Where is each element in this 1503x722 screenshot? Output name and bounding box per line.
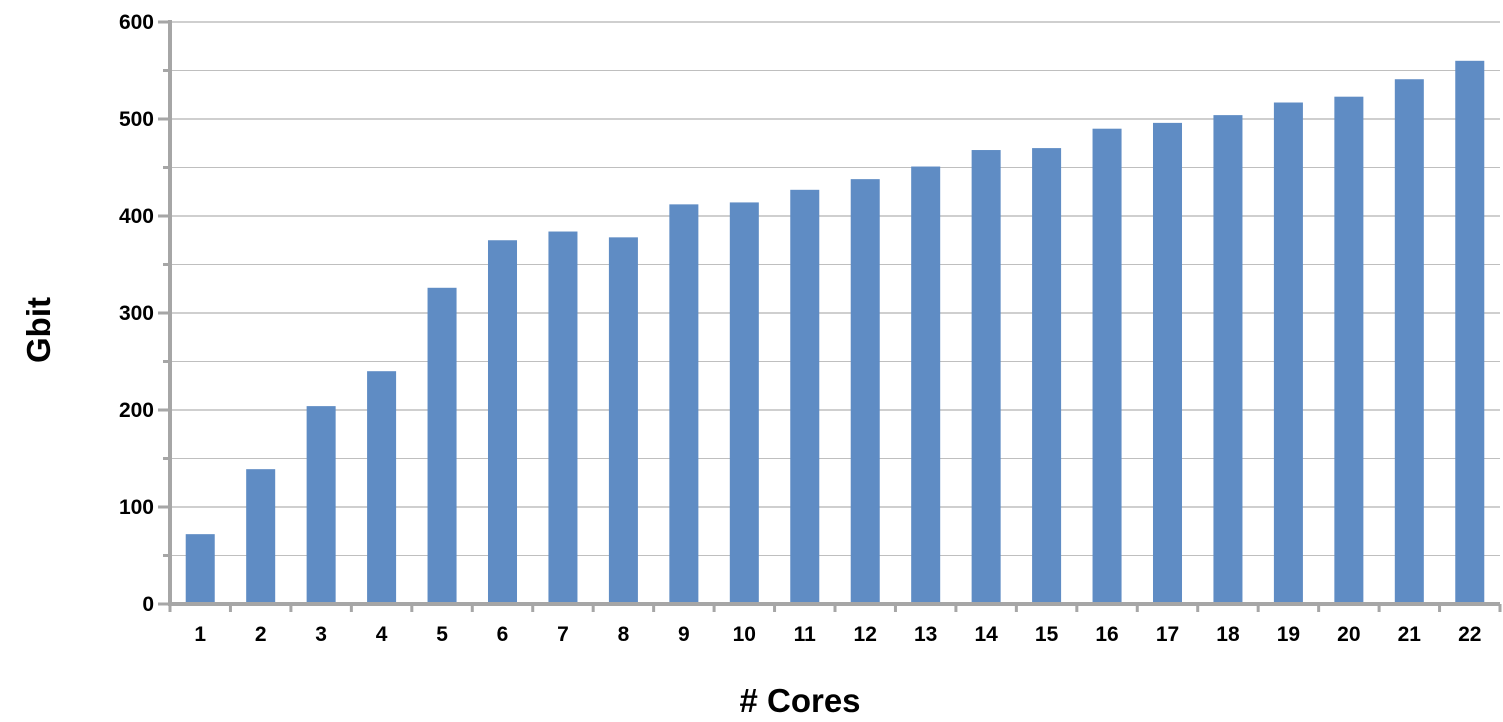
x-tick-label: 18 — [1216, 623, 1240, 646]
x-tick-label: 15 — [1035, 623, 1059, 646]
x-tick-label: 8 — [618, 623, 630, 646]
x-tick-label: 11 — [794, 623, 817, 646]
bar — [427, 287, 457, 604]
bar — [306, 406, 336, 604]
bar — [1152, 122, 1183, 604]
bar — [185, 534, 215, 604]
y-tick-label: 500 — [119, 108, 154, 131]
x-tick-label: 6 — [497, 623, 509, 646]
bar — [608, 237, 638, 604]
x-tick-label: 17 — [1156, 623, 1179, 646]
y-axis-title: Gbit — [20, 297, 57, 363]
x-tick-label: 5 — [436, 623, 448, 646]
bar — [548, 231, 578, 604]
x-tick-label: 12 — [854, 623, 877, 646]
bar — [1092, 128, 1122, 604]
x-tick-label: 10 — [733, 623, 756, 646]
bar — [246, 469, 276, 604]
bar — [729, 202, 759, 605]
x-axis-title: # Cores — [739, 682, 860, 719]
x-tick-label: 20 — [1337, 623, 1360, 646]
x-tick-labels: 1 2 3 4 5 6 7 8 9 10 11 12 13 14 15 16 17 18 19 20 21 22 — [194, 623, 1481, 646]
x-tick-label: 4 — [376, 623, 388, 646]
x-tick-label: 21 — [1398, 623, 1422, 646]
x-tick-label: 1 — [194, 623, 206, 646]
x-tick-label: 19 — [1277, 623, 1300, 646]
y-tick-label: 0 — [142, 593, 154, 616]
x-tick-label: 7 — [557, 623, 569, 646]
x-tick-label: 22 — [1458, 623, 1481, 646]
y-tick-label: 100 — [119, 496, 154, 519]
x-tick-label: 3 — [315, 623, 327, 646]
bar — [487, 240, 518, 604]
x-tick-label: 2 — [255, 623, 267, 646]
x-tick-label: 16 — [1095, 623, 1118, 646]
y-tick-labels: 0 100 200 300 400 500 600 — [119, 11, 154, 616]
x-tick-label: 14 — [974, 623, 998, 646]
y-tick-label: 300 — [119, 302, 154, 325]
bar — [367, 371, 397, 604]
bar — [1213, 115, 1243, 605]
x-tick-label: 13 — [914, 623, 937, 646]
bar — [790, 189, 820, 604]
y-tick-label: 200 — [119, 399, 154, 422]
y-tick-label: 600 — [119, 11, 154, 34]
y-tick-label: 400 — [119, 205, 154, 228]
axes — [158, 20, 1502, 612]
bars — [185, 60, 1485, 605]
bar — [971, 150, 1001, 605]
bar — [850, 179, 880, 604]
bar — [1273, 102, 1303, 604]
bar — [911, 166, 941, 604]
x-tick-label: 9 — [678, 623, 690, 646]
bar — [1032, 148, 1062, 604]
bar — [1334, 96, 1364, 604]
bar — [1455, 60, 1485, 605]
bar — [669, 204, 699, 605]
bar — [1394, 79, 1424, 605]
